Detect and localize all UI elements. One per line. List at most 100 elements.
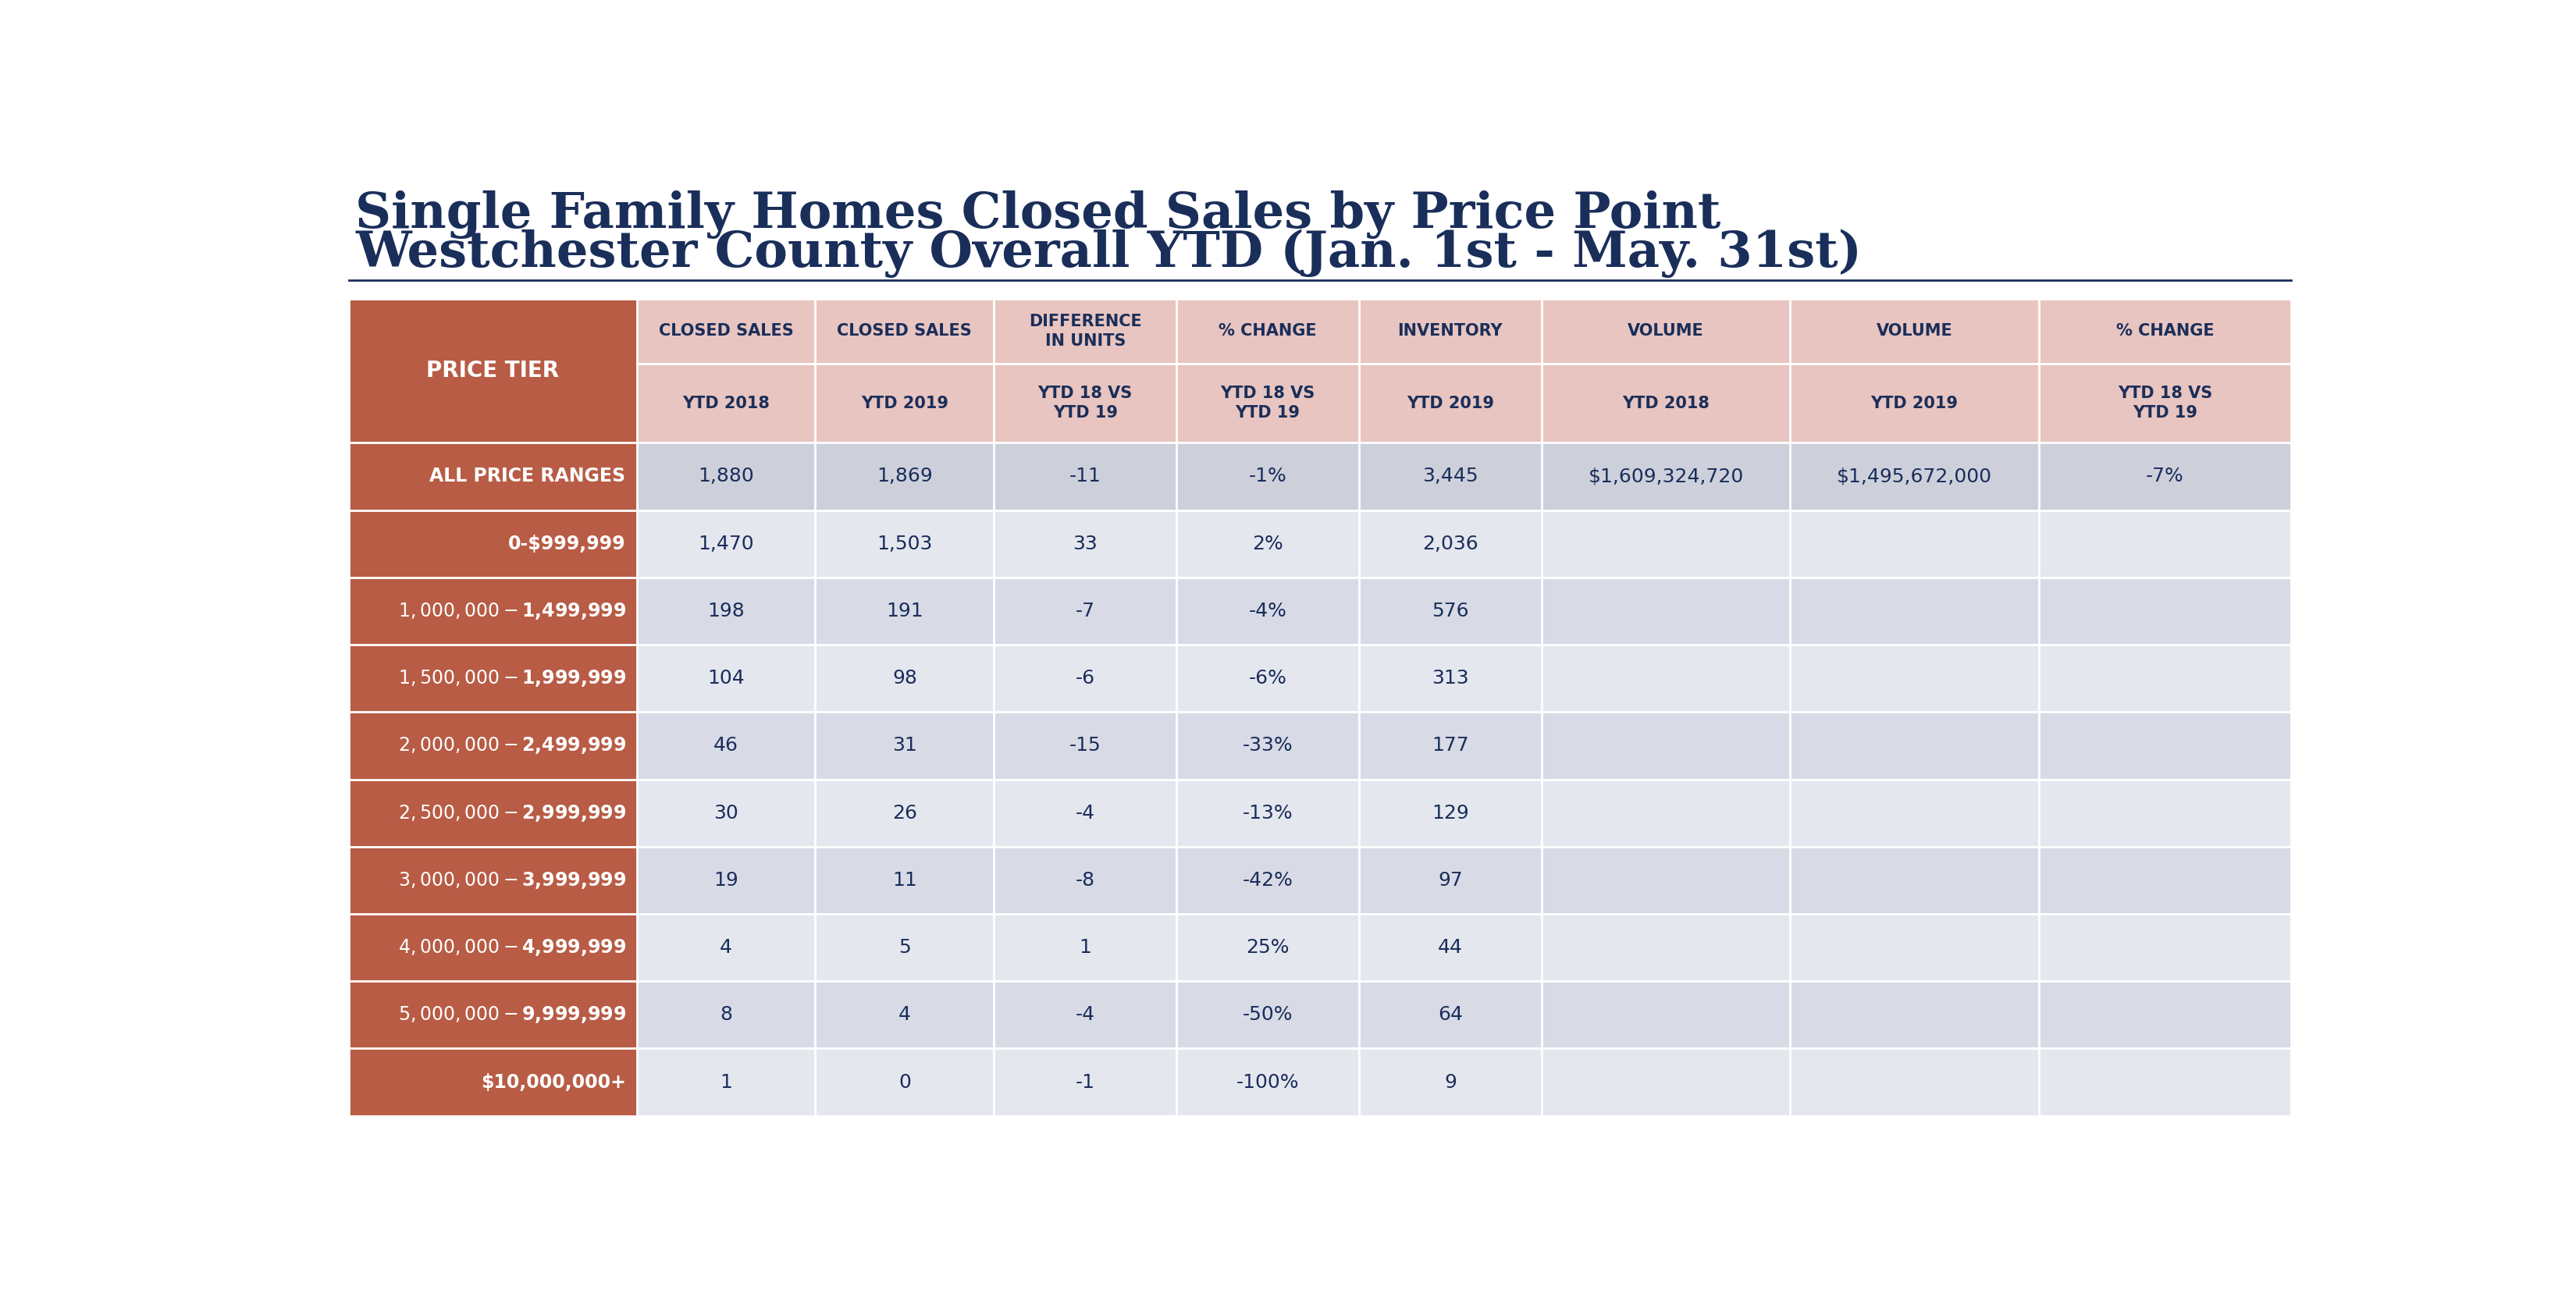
Text: 8: 8 xyxy=(719,1006,732,1024)
Text: $10,000,000+: $10,000,000+ xyxy=(482,1073,626,1092)
Text: 2,036: 2,036 xyxy=(1422,535,1479,553)
Text: -42%: -42% xyxy=(1242,870,1293,890)
Bar xyxy=(814,913,994,981)
Text: -8: -8 xyxy=(1074,870,1095,890)
Bar xyxy=(1540,510,1790,578)
Bar xyxy=(1360,913,1540,981)
Text: 191: 191 xyxy=(886,601,922,621)
Text: -7%: -7% xyxy=(2146,467,2184,485)
Bar xyxy=(1360,298,1540,363)
Bar xyxy=(350,981,636,1049)
Text: -4%: -4% xyxy=(1249,601,1288,621)
Bar xyxy=(1790,578,2038,645)
Bar xyxy=(2038,510,2290,578)
Bar xyxy=(636,298,814,363)
Text: INVENTORY: INVENTORY xyxy=(1399,323,1502,338)
Text: 1: 1 xyxy=(1079,938,1092,958)
Bar xyxy=(814,442,994,510)
Bar xyxy=(2038,779,2290,847)
Text: Single Family Homes Closed Sales by Price Point: Single Family Homes Closed Sales by Pric… xyxy=(355,190,1721,239)
Bar xyxy=(636,981,814,1049)
Text: 19: 19 xyxy=(714,870,739,890)
Bar xyxy=(994,442,1177,510)
Bar xyxy=(350,442,636,510)
Bar xyxy=(636,645,814,712)
Bar xyxy=(1360,779,1540,847)
Text: DIFFERENCE
IN UNITS: DIFFERENCE IN UNITS xyxy=(1028,314,1141,349)
Bar xyxy=(1177,913,1360,981)
Text: $4,000,000 - $4,999,999: $4,000,000 - $4,999,999 xyxy=(397,938,626,958)
Text: 4: 4 xyxy=(719,938,732,958)
Text: 9: 9 xyxy=(1445,1073,1455,1092)
Text: 576: 576 xyxy=(1432,601,1468,621)
Bar xyxy=(814,712,994,779)
Bar xyxy=(636,578,814,645)
Bar xyxy=(994,1049,1177,1116)
Text: 30: 30 xyxy=(714,804,739,822)
Text: 1,503: 1,503 xyxy=(876,535,933,553)
Bar xyxy=(636,442,814,510)
Text: 33: 33 xyxy=(1072,535,1097,553)
Bar xyxy=(1177,981,1360,1049)
Bar xyxy=(1360,510,1540,578)
Bar xyxy=(1360,645,1540,712)
Text: $2,000,000 - $2,499,999: $2,000,000 - $2,499,999 xyxy=(397,735,626,756)
Bar xyxy=(994,779,1177,847)
Bar xyxy=(350,779,636,847)
Bar xyxy=(1177,1049,1360,1116)
Bar xyxy=(1360,712,1540,779)
Text: 25%: 25% xyxy=(1247,938,1291,958)
Text: VOLUME: VOLUME xyxy=(1628,323,1703,338)
Bar xyxy=(1540,779,1790,847)
Text: 44: 44 xyxy=(1437,938,1463,958)
Text: 1,470: 1,470 xyxy=(698,535,755,553)
Bar xyxy=(1790,712,2038,779)
Bar xyxy=(994,981,1177,1049)
Text: % CHANGE: % CHANGE xyxy=(2115,323,2213,338)
Bar xyxy=(1540,913,1790,981)
Bar xyxy=(994,510,1177,578)
Bar xyxy=(350,298,636,442)
Bar xyxy=(1360,442,1540,510)
Bar xyxy=(2038,1049,2290,1116)
Bar xyxy=(1177,578,1360,645)
Bar xyxy=(350,578,636,645)
Bar xyxy=(1790,298,2038,363)
Text: -6%: -6% xyxy=(1249,669,1288,688)
Bar xyxy=(994,712,1177,779)
Bar xyxy=(2038,578,2290,645)
Text: 177: 177 xyxy=(1432,736,1468,755)
Text: 4: 4 xyxy=(899,1006,912,1024)
Text: YTD 18 VS
YTD 19: YTD 18 VS YTD 19 xyxy=(2117,385,2213,420)
Bar xyxy=(1790,913,2038,981)
Bar xyxy=(994,913,1177,981)
Bar xyxy=(350,913,636,981)
Text: 11: 11 xyxy=(891,870,917,890)
Bar xyxy=(814,847,994,913)
Text: % CHANGE: % CHANGE xyxy=(1218,323,1316,338)
Text: -33%: -33% xyxy=(1242,736,1293,755)
Bar xyxy=(1540,645,1790,712)
Bar xyxy=(1360,578,1540,645)
Bar xyxy=(994,363,1177,442)
Text: 1: 1 xyxy=(719,1073,732,1092)
Bar xyxy=(1790,510,2038,578)
Text: $5,000,000 - $9,999,999: $5,000,000 - $9,999,999 xyxy=(397,1004,626,1025)
Text: YTD 2018: YTD 2018 xyxy=(1623,396,1710,411)
Bar xyxy=(814,645,994,712)
Text: $1,495,672,000: $1,495,672,000 xyxy=(1837,467,1991,485)
Bar xyxy=(636,779,814,847)
Text: CLOSED SALES: CLOSED SALES xyxy=(837,323,971,338)
Text: -1%: -1% xyxy=(1249,467,1288,485)
Bar xyxy=(350,1049,636,1116)
Bar xyxy=(814,779,994,847)
Bar xyxy=(1790,363,2038,442)
Text: YTD 2019: YTD 2019 xyxy=(860,396,948,411)
Bar xyxy=(1790,981,2038,1049)
Text: -100%: -100% xyxy=(1236,1073,1298,1092)
Text: ALL PRICE RANGES: ALL PRICE RANGES xyxy=(430,467,626,485)
Bar xyxy=(2038,712,2290,779)
Bar xyxy=(994,847,1177,913)
Bar xyxy=(1177,645,1360,712)
Text: YTD 18 VS
YTD 19: YTD 18 VS YTD 19 xyxy=(1038,385,1133,420)
